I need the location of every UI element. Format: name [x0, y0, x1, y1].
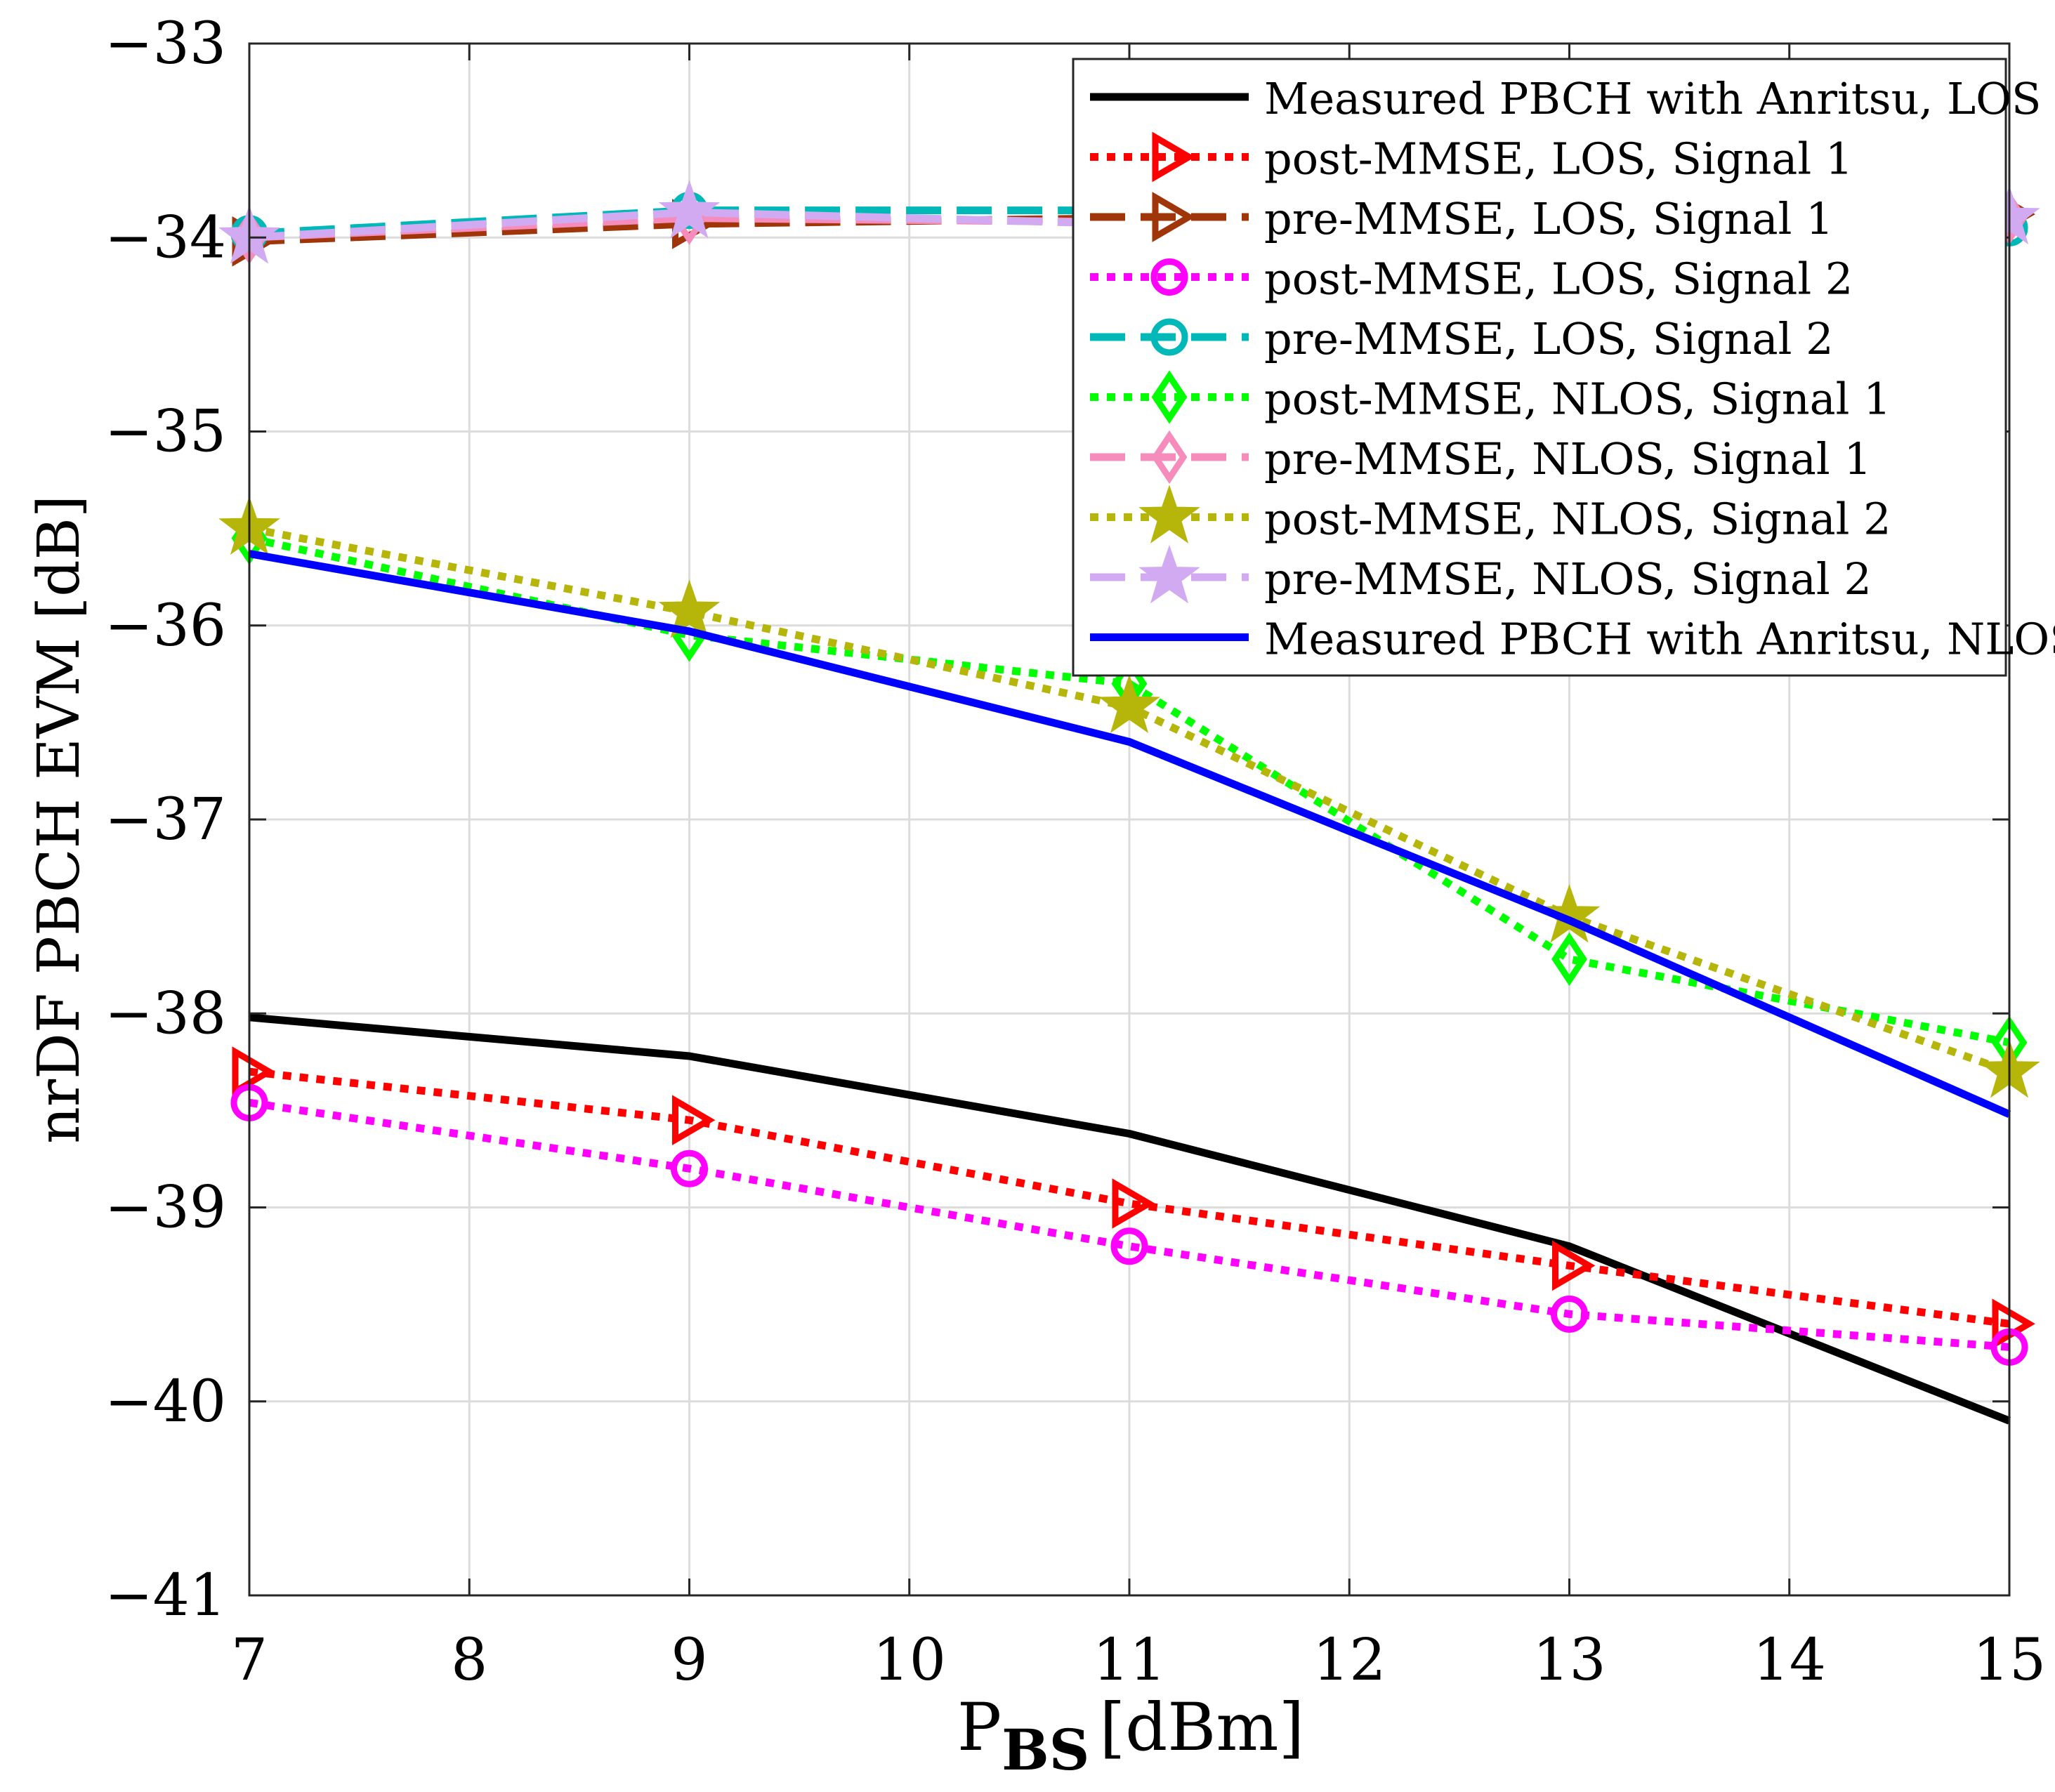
legend-label: pre-MMSE, NLOS, Signal 1 [1264, 433, 1872, 485]
series-point-marker [1551, 1295, 1588, 1333]
legend-entry: post-MMSE, LOS, Signal 1 [1090, 131, 1853, 185]
series-line [249, 1013, 2011, 1425]
series-1 [232, 1046, 2035, 1350]
series-point-marker [1112, 1178, 1155, 1229]
y-tick-label: −36 [105, 593, 226, 659]
x-tick-label: 12 [1313, 1627, 1386, 1694]
legend-entry: Measured PBCH with Anritsu, LOS [1090, 73, 2041, 124]
legend-entry: pre-MMSE, NLOS, Signal 1 [1090, 430, 1872, 485]
y-axis-label: nrDF PBCH EVM [dB] [26, 495, 93, 1144]
legend-label: post-MMSE, NLOS, Signal 2 [1264, 494, 1891, 545]
series-point-marker [1552, 1240, 1596, 1291]
legend-label: pre-MMSE, NLOS, Signal 2 [1264, 553, 1872, 605]
legend-marker-sample [1150, 318, 1188, 356]
x-axis-label-subscript: BS [1002, 1717, 1089, 1783]
x-tick-label: 14 [1753, 1627, 1826, 1694]
x-tick-label: 9 [671, 1627, 707, 1694]
y-tick-label: −33 [105, 11, 226, 77]
legend-entry: pre-MMSE, LOS, Signal 1 [1090, 192, 1834, 244]
y-tick-label: −35 [105, 399, 226, 466]
series-point-marker [658, 579, 721, 638]
y-tick-label: −34 [105, 204, 226, 271]
legend-label: post-MMSE, LOS, Signal 1 [1264, 133, 1853, 185]
legend: Measured PBCH with Anritsu, LOS post-MMSE… [1072, 58, 2055, 677]
series-point-marker [671, 1149, 708, 1187]
y-tick-label: −40 [105, 1369, 226, 1435]
x-tick-label: 7 [231, 1627, 268, 1694]
x-tick-label: 11 [1093, 1627, 1166, 1694]
x-tick-label: 10 [873, 1627, 946, 1694]
x-axis-label-unit: [dBm] [1099, 1689, 1304, 1766]
legend-label: post-MMSE, NLOS, Signal 1 [1264, 374, 1891, 425]
series-point-marker [1538, 883, 1601, 943]
series-point-marker [672, 1095, 716, 1146]
legend-label: Measured PBCH with Anritsu, NLOS [1264, 614, 2055, 665]
legend-label: pre-MMSE, LOS, Signal 1 [1264, 193, 1834, 244]
legend-entry: post-MMSE, NLOS, Signal 2 [1090, 485, 1891, 545]
x-tick-label: 13 [1532, 1627, 1606, 1694]
series-line [249, 1098, 2010, 1351]
series-line [249, 550, 2011, 1118]
legend-marker-sample [1138, 485, 1200, 543]
x-tick-label: 8 [451, 1627, 487, 1694]
legend-marker-sample [1151, 370, 1188, 424]
series-point-marker [232, 1046, 275, 1097]
legend-marker-sample [1138, 544, 1200, 604]
legend-marker-sample [1152, 192, 1195, 242]
y-tick-label: −41 [105, 1562, 226, 1629]
series-9 [249, 550, 2011, 1118]
legend-label: pre-MMSE, LOS, Signal 2 [1264, 313, 1834, 364]
legend-marker-sample [1152, 131, 1195, 183]
legend-label: post-MMSE, LOS, Signal 2 [1264, 253, 1853, 305]
legend-entry: Measured PBCH with Anritsu, NLOS [1090, 614, 2055, 665]
legend-entry: post-MMSE, LOS, Signal 2 [1090, 253, 1853, 305]
legend-entry: post-MMSE, NLOS, Signal 1 [1090, 370, 1891, 425]
x-axis-label: PBS [dBm] [957, 1689, 1304, 1783]
y-tick-label: −37 [105, 786, 226, 853]
x-tick-label: 15 [1973, 1627, 2046, 1694]
legend-marker-sample [1150, 258, 1188, 296]
axis-ticks: 7 8 9 10 11 12 13 14 15 −41 −40 −39 −38 −37 −36 −35 −34 −… [105, 11, 2046, 1694]
series-point-marker [658, 180, 721, 239]
series-point-marker [1098, 674, 1160, 734]
y-tick-label: −39 [105, 1175, 226, 1241]
legend-entry: pre-MMSE, NLOS, Signal 2 [1090, 544, 1872, 605]
legend-marker-sample [1151, 430, 1188, 485]
x-axis-label-main: P [957, 1689, 1002, 1766]
y-tick-label: −38 [105, 980, 226, 1047]
legend-entry: pre-MMSE, LOS, Signal 2 [1090, 313, 1834, 364]
legend-label: Measured PBCH with Anritsu, LOS [1264, 73, 2041, 124]
legend-box [1072, 58, 2007, 677]
series-point-marker [1551, 932, 1587, 987]
series-0 [249, 1013, 2011, 1425]
series-point-marker [1110, 1227, 1148, 1265]
